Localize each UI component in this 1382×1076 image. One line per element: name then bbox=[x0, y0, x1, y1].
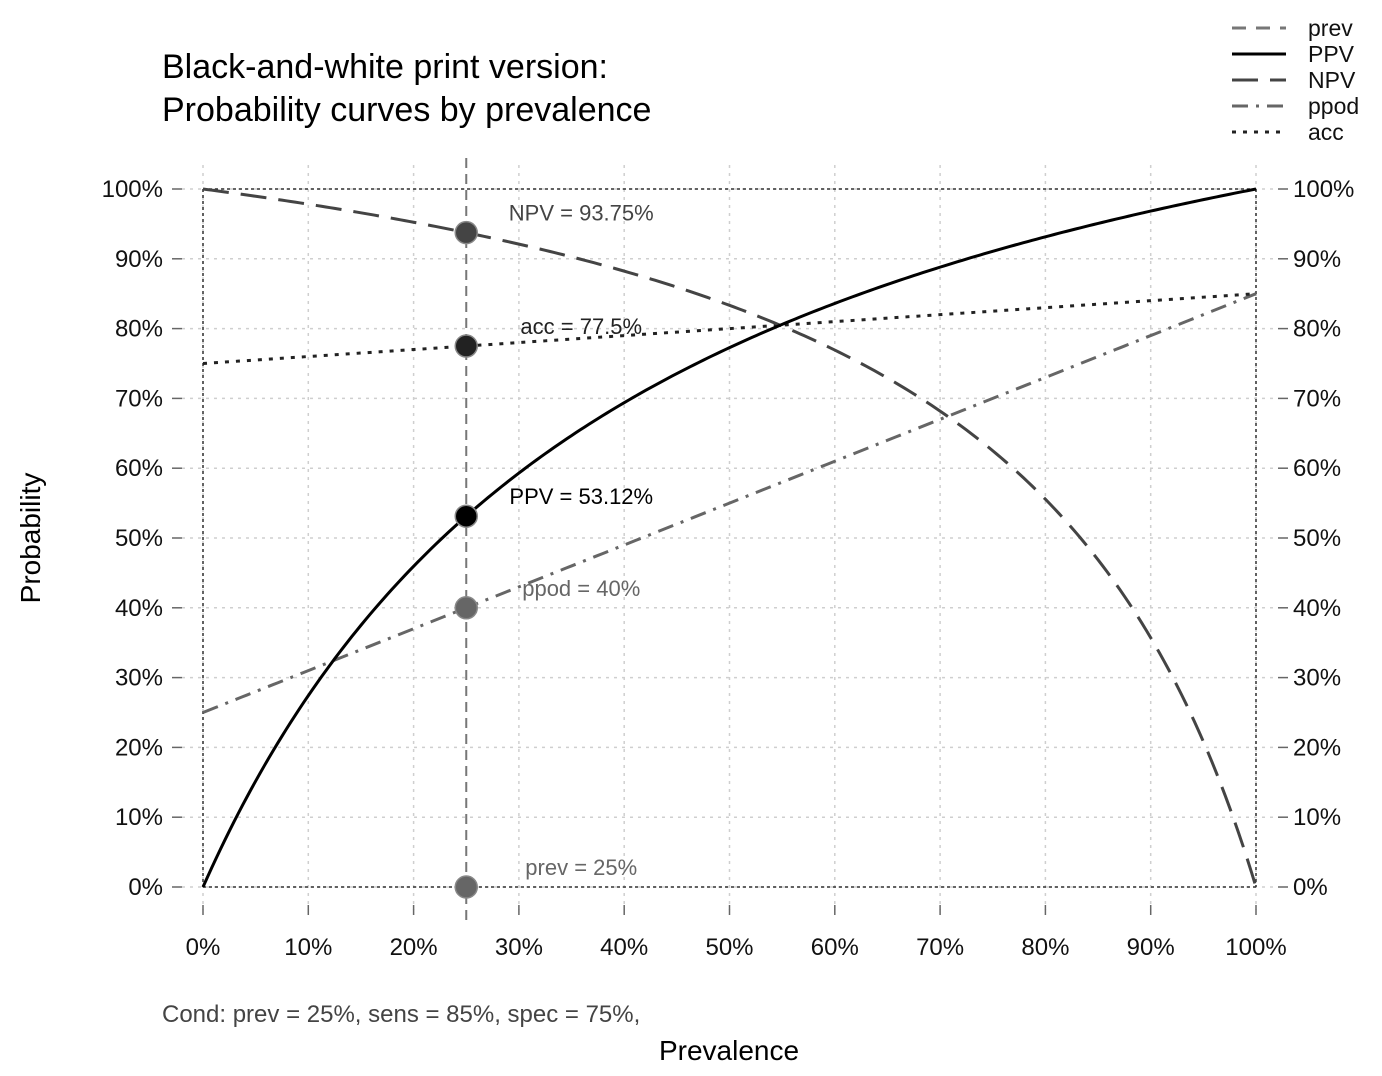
y-tick-label-left: 70% bbox=[115, 385, 163, 412]
y-tick-label-right: 50% bbox=[1293, 525, 1341, 552]
y-tick-label-left: 20% bbox=[115, 734, 163, 761]
point-label-ppod: ppod = 40% bbox=[522, 576, 640, 601]
y-tick-label-right: 80% bbox=[1293, 316, 1341, 343]
point-labels: NPV = 93.75% acc = 77.5% PPV = 53.12% ppod … bbox=[509, 201, 654, 880]
condition-caption: Cond: prev = 25%, sens = 85%, spec = 75%… bbox=[162, 1001, 640, 1028]
y-tick-label-right: 10% bbox=[1293, 804, 1341, 831]
legend-label-npv: NPV bbox=[1308, 67, 1356, 93]
y-tick-label-left: 40% bbox=[115, 595, 163, 622]
point-label-npv: NPV = 93.75% bbox=[509, 201, 654, 226]
y-tick-label-right: 20% bbox=[1293, 734, 1341, 761]
x-tick-label: 20% bbox=[390, 934, 438, 961]
point-label-prev: prev = 25% bbox=[525, 855, 637, 880]
x-tick-label: 60% bbox=[811, 934, 859, 961]
y-tick-label-right: 40% bbox=[1293, 595, 1341, 622]
x-tick-label: 70% bbox=[916, 934, 964, 961]
y-tick-label-right: 100% bbox=[1293, 176, 1354, 203]
x-tick-label: 10% bbox=[284, 934, 332, 961]
axes bbox=[172, 188, 1288, 915]
y-tick-label-left: 90% bbox=[115, 246, 163, 273]
x-tick-label: 100% bbox=[1225, 934, 1286, 961]
legend-label-acc: acc bbox=[1308, 119, 1344, 145]
data-points bbox=[454, 220, 478, 899]
point-acc bbox=[454, 334, 478, 358]
point-label-acc: acc = 77.5% bbox=[520, 314, 642, 339]
y-tick-label-right: 30% bbox=[1293, 665, 1341, 692]
x-tick-label: 0% bbox=[186, 934, 221, 961]
point-ppv bbox=[454, 504, 478, 528]
tick-labels: 0% 10% 20% 30% 40% 50% 60% 70% 80% 90% 100% 0% 0% 10%… bbox=[102, 176, 1355, 961]
grid bbox=[182, 165, 1278, 910]
y-tick-label-right: 70% bbox=[1293, 385, 1341, 412]
curves bbox=[201, 158, 1258, 920]
chart-title-line-2: Probability curves by prevalence bbox=[162, 91, 651, 129]
y-tick-label-right: 90% bbox=[1293, 246, 1341, 273]
chart-title-line-1: Black-and-white print version: bbox=[162, 48, 608, 86]
legend-label-prev: prev bbox=[1308, 15, 1353, 41]
y-tick-label-left: 100% bbox=[102, 176, 163, 203]
x-tick-label: 40% bbox=[600, 934, 648, 961]
point-npv bbox=[454, 220, 478, 245]
curve-npv bbox=[202, 187, 1258, 888]
x-tick-label: 80% bbox=[1021, 934, 1069, 961]
y-tick-label-left: 30% bbox=[115, 665, 163, 692]
y-tick-label-left: 60% bbox=[115, 455, 163, 482]
y-tick-label-left: 80% bbox=[115, 316, 163, 343]
point-label-ppv: PPV = 53.12% bbox=[509, 484, 653, 509]
legend-label-ppod: ppod bbox=[1308, 93, 1359, 119]
x-tick-label: 30% bbox=[495, 934, 543, 961]
curve-ppv bbox=[201, 187, 1257, 888]
y-tick-label-left: 50% bbox=[115, 525, 163, 552]
legend-label-ppv: PPV bbox=[1308, 41, 1355, 67]
x-tick-label: 90% bbox=[1127, 934, 1175, 961]
y-tick-label-right: 60% bbox=[1293, 455, 1341, 482]
x-tick-label: 50% bbox=[705, 934, 753, 961]
x-axis-label: Prevalence bbox=[659, 1035, 799, 1066]
point-ppod bbox=[454, 596, 478, 620]
y-tick-label-left: 10% bbox=[115, 804, 163, 831]
point-prev bbox=[454, 875, 478, 899]
y-tick-label-left: 0% bbox=[128, 874, 163, 901]
y-axis-label: Probability bbox=[15, 473, 46, 604]
curve-ppod bbox=[202, 292, 1257, 714]
y-tick-label-right: 0% bbox=[1293, 874, 1328, 901]
